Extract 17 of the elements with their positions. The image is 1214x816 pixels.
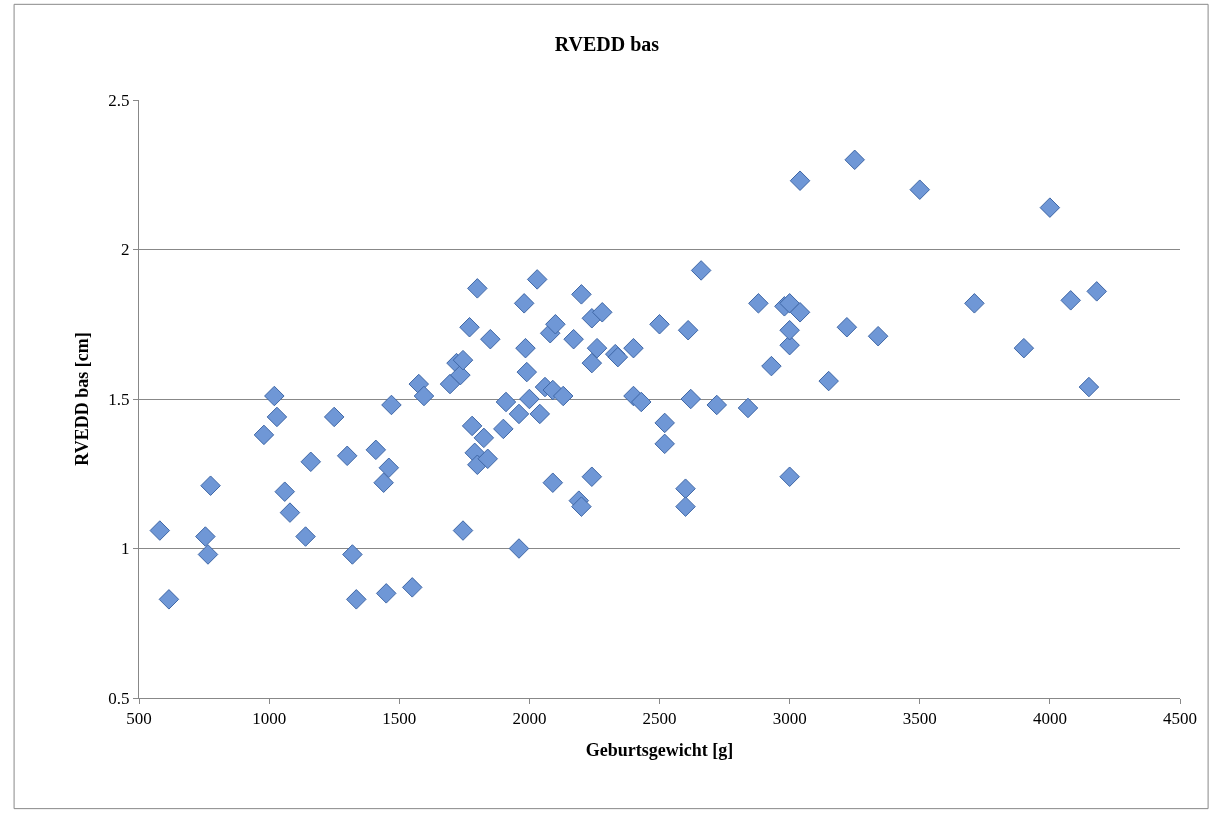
- x-tick-label: 3500: [902, 709, 937, 729]
- y-tick-label: 0.5: [108, 688, 130, 708]
- x-tick-label: 500: [126, 709, 152, 729]
- y-tick-label: 1.5: [108, 389, 130, 409]
- y-tick-label: 2.5: [108, 90, 130, 110]
- x-tick-label: 2500: [642, 709, 677, 729]
- x-tick-label: 1500: [382, 709, 417, 729]
- y-tick-label: 2: [121, 240, 130, 260]
- x-tick-label: 4500: [1163, 709, 1197, 729]
- y-tick-label: 1: [121, 539, 130, 559]
- x-axis-title: Geburtsgewicht [g]: [585, 739, 734, 760]
- y-axis-title: RVEDD bas [cm]: [71, 332, 92, 466]
- x-tick-label: 3000: [772, 709, 807, 729]
- chart-title: RVEDD bas: [554, 32, 660, 55]
- x-tick-label: 2000: [512, 709, 547, 729]
- x-tick-label: 1000: [252, 709, 287, 729]
- x-tick-label: 4000: [1032, 709, 1067, 729]
